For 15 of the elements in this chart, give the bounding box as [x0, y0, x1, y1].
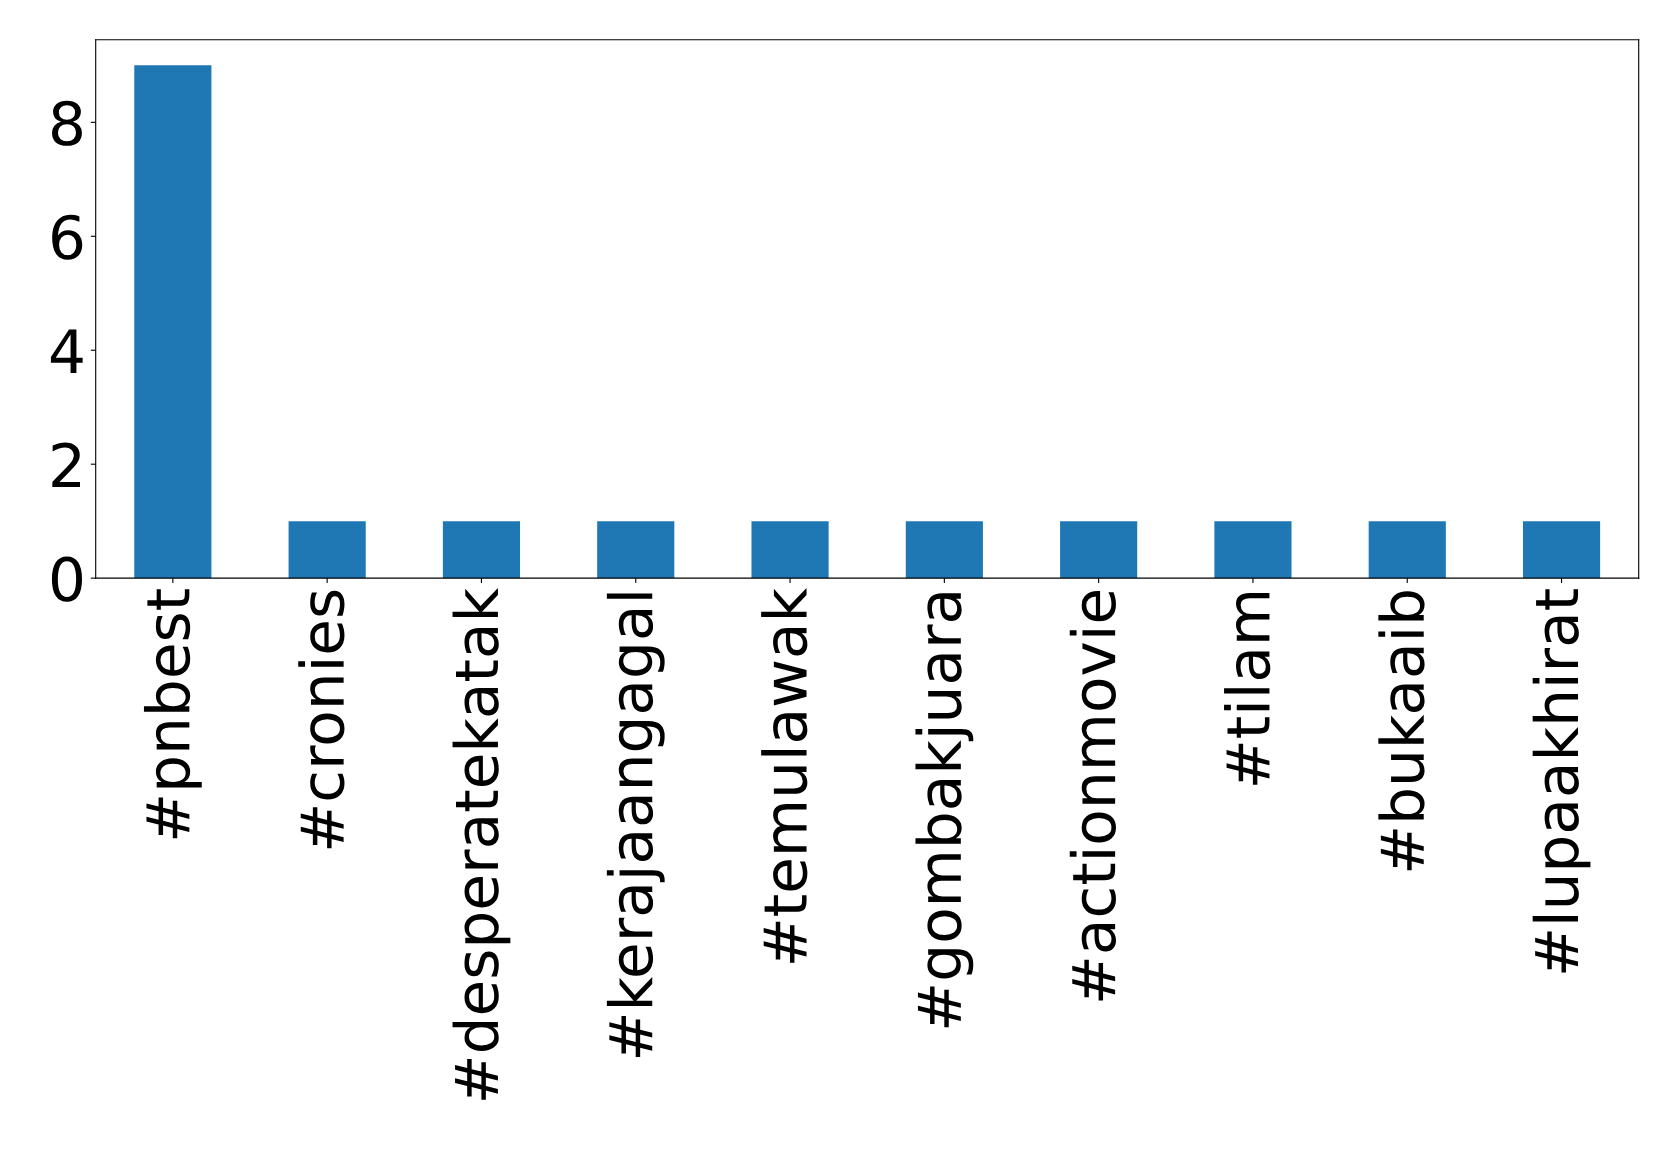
x-tick-label: #gombakjuara [915, 593, 974, 1028]
x-tick-label: #kerajaangagal [606, 593, 665, 1057]
x-tick-label: #bukaaib [1378, 591, 1425, 871]
y-tick-label: 0 [51, 556, 83, 602]
x-tick-label: #cronies [298, 590, 345, 849]
x-tick-label: #tilam [1224, 592, 1271, 785]
x-tick-label: #pnbest [143, 589, 202, 839]
x-tick-label: #lupaakhirat [1532, 589, 1591, 973]
y-tick-label: 2 [52, 442, 80, 487]
y-tick-label: 8 [52, 100, 82, 146]
y-tick-label: 4 [50, 329, 83, 373]
x-tick-label: #desperatekatak [452, 588, 511, 1100]
x-tick-label: #temulawak [761, 588, 808, 963]
y-tick-label: 6 [52, 214, 83, 260]
x-tick-label: #actionmovie [1069, 591, 1116, 1001]
